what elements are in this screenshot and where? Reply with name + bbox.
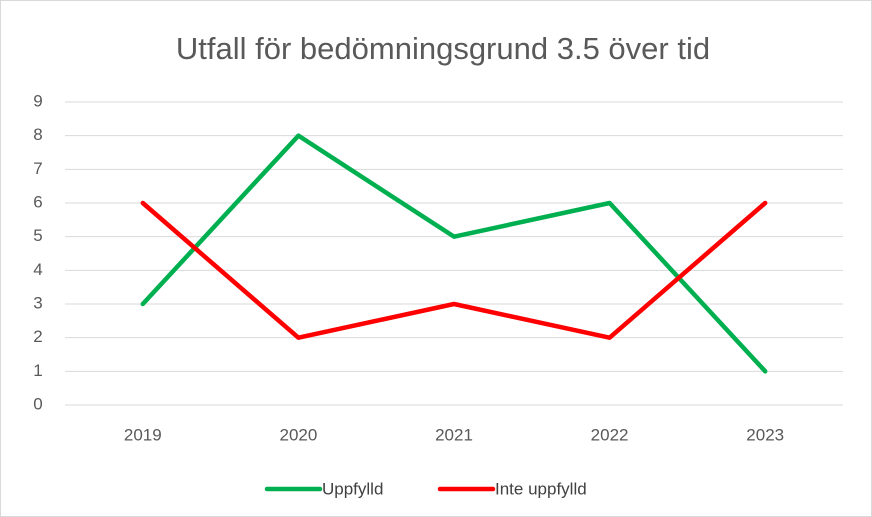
y-tick-label: 2 <box>33 327 42 346</box>
y-tick-label: 8 <box>33 125 42 144</box>
legend-label: Inte uppfylld <box>495 479 587 498</box>
x-tick-label: 2020 <box>279 425 317 444</box>
y-tick-label: 7 <box>33 159 42 178</box>
x-tick-label: 2019 <box>124 425 162 444</box>
chart-title: Utfall för bedömningsgrund 3.5 över tid <box>176 31 710 66</box>
line-series <box>140 133 768 374</box>
y-tick-label: 5 <box>33 226 42 245</box>
y-tick-label: 1 <box>33 361 42 380</box>
x-tick-label: 2022 <box>591 425 629 444</box>
legend-label: Uppfylld <box>322 479 383 498</box>
y-tick-label: 0 <box>33 394 42 413</box>
line-series <box>140 200 768 340</box>
y-tick-label: 3 <box>33 293 42 312</box>
x-tick-label: 2021 <box>435 425 473 444</box>
x-tick-label: 2023 <box>746 425 784 444</box>
y-tick-label: 4 <box>33 260 42 279</box>
y-tick-label: 6 <box>33 192 42 211</box>
y-tick-label: 9 <box>33 91 42 110</box>
